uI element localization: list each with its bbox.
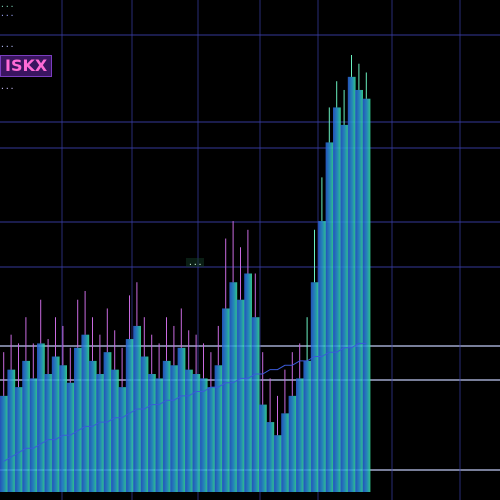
bar (266, 422, 275, 492)
bar (355, 89, 363, 493)
bar (96, 374, 104, 492)
chart-bars (0, 76, 371, 493)
bar (273, 435, 282, 492)
bar (22, 360, 30, 492)
ticker-symbol: ISKX (0, 55, 53, 77)
bar (281, 413, 289, 492)
bar (66, 382, 75, 492)
bar (310, 282, 319, 492)
bar (288, 395, 297, 492)
bar (259, 404, 267, 492)
bar (170, 365, 178, 492)
bar (303, 360, 312, 492)
bar (185, 369, 193, 492)
bar (81, 334, 90, 492)
bar (347, 76, 356, 492)
header-line-2: ... (0, 9, 15, 18)
bar (229, 282, 238, 492)
bar (59, 365, 67, 492)
bar (155, 378, 164, 492)
bar (111, 369, 119, 492)
header-line-4: ... (0, 82, 15, 91)
bar (222, 308, 230, 492)
bar (148, 374, 156, 492)
bar (0, 395, 8, 492)
baseline-series-line (3, 342, 367, 462)
header-line-1: ... (0, 0, 15, 9)
bar (29, 378, 38, 492)
bar (192, 374, 201, 492)
chart-annotation: ... (186, 258, 205, 267)
bar (14, 387, 23, 492)
bar (214, 365, 223, 492)
bar (325, 142, 334, 492)
bar (340, 124, 349, 493)
bar (236, 299, 245, 492)
bar (7, 369, 16, 492)
bar (140, 356, 149, 492)
bar (118, 387, 127, 492)
bar (244, 273, 252, 492)
header-line-3: ... (0, 40, 15, 49)
bar (37, 343, 45, 492)
bar (333, 107, 341, 492)
bar (207, 387, 215, 492)
bar (177, 347, 186, 492)
bar (296, 378, 304, 492)
bar (251, 317, 260, 492)
chart-wicks (3, 55, 367, 436)
bar (74, 347, 82, 492)
bar (162, 360, 171, 492)
bar (199, 378, 208, 492)
bar (362, 98, 371, 492)
bar (125, 339, 134, 492)
bar (51, 356, 60, 492)
bar (44, 374, 53, 492)
